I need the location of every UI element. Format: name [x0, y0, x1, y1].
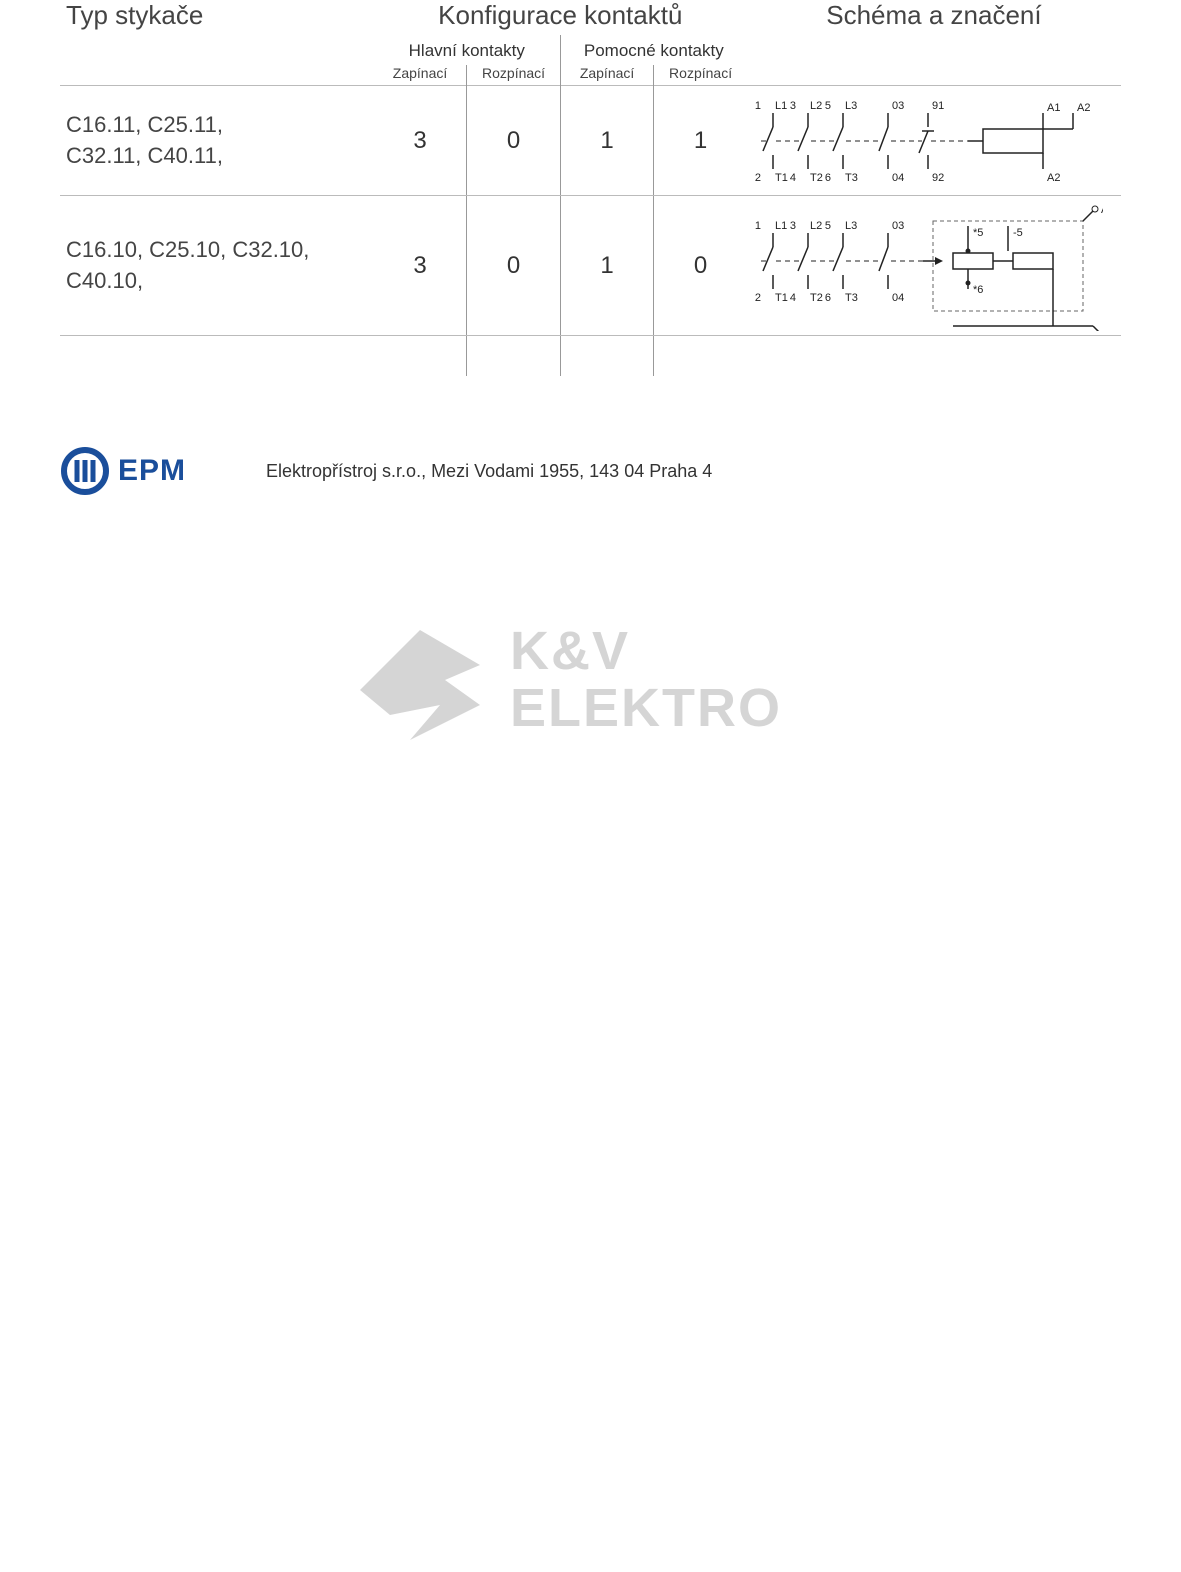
epm-logo-icon: [60, 446, 110, 496]
svg-text:T2: T2: [810, 292, 823, 304]
svg-text:*5: *5: [973, 227, 983, 239]
header-main-closing: Zapínací: [380, 65, 461, 81]
svg-text:5: 5: [825, 100, 831, 112]
svg-text:*6: *6: [973, 284, 983, 296]
header-aux-contacts: Pomocné kontakty: [567, 35, 741, 61]
svg-text:L1: L1: [775, 220, 787, 232]
header-aux-opening: Rozpínací: [660, 65, 741, 81]
header-config: Konfigurace kontaktů: [380, 0, 741, 31]
svg-text:-5: -5: [1013, 227, 1023, 239]
svg-text:A2: A2: [1077, 102, 1090, 114]
header-schema: Schéma a značení: [753, 0, 1115, 31]
main-open-val: 0: [467, 86, 561, 196]
types-line: C16.10, C25.10, C32.10,: [66, 235, 368, 266]
svg-text:T1: T1: [775, 172, 788, 184]
header-main-opening: Rozpínací: [473, 65, 554, 81]
aux-close-val: 1: [560, 196, 654, 336]
svg-text:T1: T1: [775, 292, 788, 304]
main-close-val: 3: [374, 86, 467, 196]
svg-text:3: 3: [790, 220, 796, 232]
types-line: C40.10,: [66, 266, 368, 297]
svg-text:1: 1: [755, 220, 761, 232]
svg-text:T2: T2: [810, 172, 823, 184]
svg-text:L2: L2: [810, 100, 822, 112]
svg-text:L3: L3: [845, 100, 857, 112]
svg-text:A1: A1: [1047, 102, 1060, 114]
watermark-icon: [350, 610, 490, 750]
svg-text:A2: A2: [1047, 172, 1060, 184]
company-address: Elektropřístroj s.r.o., Mezi Vodami 1955…: [266, 461, 712, 482]
contactor-table: Typ stykače Konfigurace kontaktů Schéma …: [60, 0, 1121, 376]
svg-text:6: 6: [825, 172, 831, 184]
svg-text:03: 03: [892, 220, 904, 232]
watermark-line: K&V: [510, 623, 782, 680]
watermark-line: ELEKTRO: [510, 680, 782, 737]
svg-text:L1: L1: [775, 100, 787, 112]
types-line: C16.11, C25.11,: [66, 110, 368, 141]
svg-text:04: 04: [892, 292, 904, 304]
main-close-val: 3: [374, 196, 467, 336]
aux-open-val: 0: [654, 196, 747, 336]
svg-text:3: 3: [790, 100, 796, 112]
svg-text:04: 04: [892, 172, 904, 184]
table-row: C16.10, C25.10, C32.10, C40.10, 3 0 1 0 …: [60, 196, 1121, 336]
table-row: C16.11, C25.11, C32.11, C40.11, 3 0 1 1 …: [60, 86, 1121, 196]
svg-text:T3: T3: [845, 292, 858, 304]
svg-text:4: 4: [790, 292, 796, 304]
svg-text:2: 2: [755, 172, 761, 184]
aux-close-val: 1: [560, 86, 654, 196]
watermark: K&V ELEKTRO: [350, 610, 782, 750]
svg-text:A1: A1: [1101, 204, 1103, 216]
epm-logo-text: EPM: [118, 454, 186, 488]
svg-text:4: 4: [790, 172, 796, 184]
svg-text:5: 5: [825, 220, 831, 232]
aux-open-val: 1: [654, 86, 747, 196]
main-open-val: 0: [467, 196, 561, 336]
schema-diagram: 1 L1 2 T1 3 L2 4 T2 5 L3 6 T3 03 04 91 92 A1 A2 A2: [753, 96, 1103, 186]
svg-text:91: 91: [932, 100, 944, 112]
svg-text:92: 92: [932, 172, 944, 184]
header-type: Typ stykače: [66, 0, 368, 31]
header-aux-closing: Zapínací: [567, 65, 648, 81]
svg-text:L2: L2: [810, 220, 822, 232]
epm-logo: EPM: [60, 446, 186, 496]
svg-text:1: 1: [755, 100, 761, 112]
types-line: C32.11, C40.11,: [66, 141, 368, 172]
footer: EPM Elektropřístroj s.r.o., Mezi Vodami …: [60, 446, 1121, 496]
svg-text:T3: T3: [845, 172, 858, 184]
schema-diagram: 1L12T13L24T25L36T30304*5-5*6A1A2: [753, 201, 1103, 331]
svg-text:2: 2: [755, 292, 761, 304]
svg-text:6: 6: [825, 292, 831, 304]
svg-text:L3: L3: [845, 220, 857, 232]
svg-text:03: 03: [892, 100, 904, 112]
header-main-contacts: Hlavní kontakty: [380, 35, 554, 61]
